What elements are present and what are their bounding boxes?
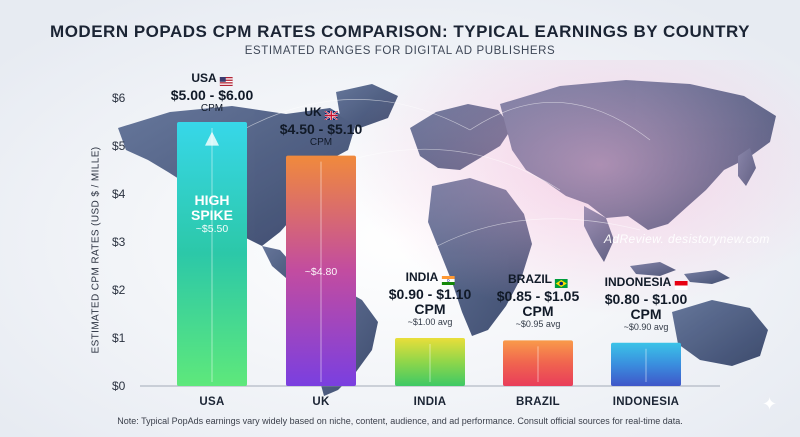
inbar-label-usa: HIGH SPIKE ~$5.50 [190,192,234,236]
range-label: $4.50 - $5.10 [279,120,363,137]
range-label: $0.80 - $1.00 [604,290,688,307]
bars-layer [177,122,681,386]
unit-label: CPM [309,136,333,148]
country-label: BRAZIL [507,272,552,287]
inbar-title-word: HIGH [194,192,230,209]
unit-label: CPM [522,303,554,320]
country-label: INDONESIA [604,274,672,289]
inbar-title-word: SPIKE [190,207,234,224]
y-tick-label: $3 [112,235,126,249]
country-label: INDIA [405,270,439,284]
country-label: UK [304,104,322,119]
y-tick-label: $0 [112,379,126,393]
x-tick-label: USA [199,396,225,408]
sparkle-icon: ✦ [762,394,778,414]
avg-label: ~$0.95 avg [515,319,561,330]
range-label: $0.85 - $1.05 [496,288,580,305]
flag-icon [441,272,455,286]
range-label: $0.90 - $1.10 [388,286,472,302]
data-label-brazil: BRAZIL $0.85 - $1.05 CPM ~$0.95 avg [497,270,580,329]
unit-label: CPM [630,305,662,322]
flag-icon [324,107,339,121]
x-tick-label: INDIA [413,396,447,408]
inbar-value: ~$4.80 [304,266,338,279]
chart-subtitle: ESTIMATED RANGES FOR DIGITAL AD PUBLISHE… [244,45,556,57]
data-label-usa: USA $5.00 - $6.00 CPM [171,69,254,114]
range-label: $5.00 - $6.00 [170,87,254,103]
up-arrow-icon [205,131,219,146]
y-tick-label: $4 [112,187,126,201]
y-tick-label: $5 [112,139,126,153]
inbar-label-uk: ~$4.80 [305,266,337,278]
map-glow [300,60,800,360]
data-label-indonesia: INDONESIA $0.80 - $1.00 CPM ~$0.90 avg [605,273,688,332]
flag-icon [674,277,688,291]
y-tick-label: $1 [112,331,126,345]
unit-label: CPM [200,103,224,114]
inbar-value: ~$5.50 [195,223,229,236]
x-tick-label: INDONESIA [612,396,680,408]
watermark: AdReview. desistorynew.com [604,232,770,246]
avg-label: ~$0.90 avg [623,321,669,332]
y-tick-label: $2 [112,283,126,297]
unit-label: CPM [414,301,446,317]
data-label-india: INDIA $0.90 - $1.10 CPM ~$1.00 avg [389,268,472,327]
flag-icon [554,275,568,288]
country-label: USA [191,71,217,85]
y-axis-label: ESTIMATED CPM RATES (USD $ / MILLE) [90,146,102,354]
chart-title: MODERN POPADS CPM RATES COMPARISON: TYPI… [50,22,750,41]
x-tick-label: UK [312,396,330,408]
y-tick-label: $6 [112,91,126,105]
footnote: Note: Typical PopAds earnings vary widel… [117,416,683,426]
data-label-uk: UK $4.50 - $5.10 CPM [280,103,363,148]
avg-label: ~$1.00 avg [407,317,453,327]
x-tick-label: BRAZIL [516,396,560,408]
flag-icon [219,73,233,87]
